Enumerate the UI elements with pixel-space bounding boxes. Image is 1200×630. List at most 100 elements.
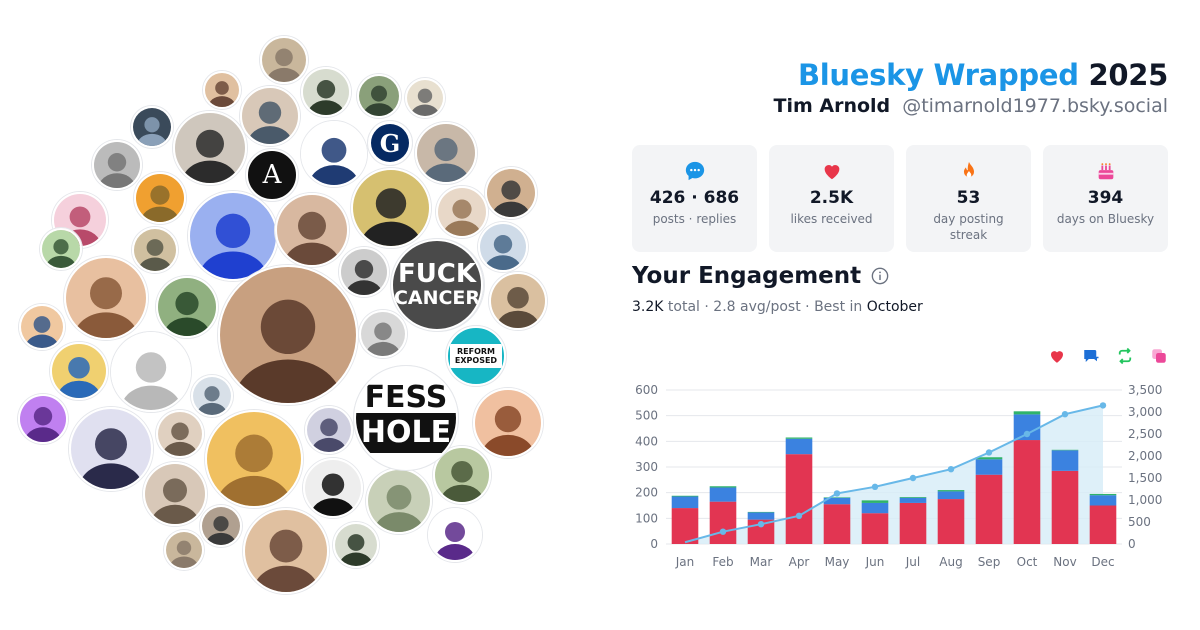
bar-segment: [975, 459, 1003, 475]
a-logo-avatar[interactable]: A: [246, 149, 298, 201]
x-tick-label: Dec: [1091, 555, 1114, 569]
heart-icon: [769, 159, 894, 183]
y-tick-label: 300: [635, 460, 658, 474]
avatar[interactable]: [40, 228, 82, 270]
bar-segment: [1089, 505, 1117, 544]
cumulative-point: [757, 521, 765, 528]
user-handle[interactable]: @timarnold1977.bsky.social: [902, 95, 1168, 117]
avatar[interactable]: [132, 227, 178, 273]
reply-icon[interactable]: [1082, 347, 1100, 365]
avatar[interactable]: [351, 168, 431, 248]
bar-segment: [747, 512, 775, 520]
avatar[interactable]: [359, 310, 407, 358]
year-title: 2025: [1088, 58, 1168, 92]
avatar[interactable]: [301, 121, 367, 187]
avatar[interactable]: [275, 193, 349, 267]
cumulative-point: [985, 449, 993, 456]
engagement-best-label: Best in: [814, 299, 863, 315]
avatar[interactable]: [173, 111, 247, 185]
avatar[interactable]: [415, 122, 477, 184]
avatar[interactable]: [339, 247, 389, 297]
repost-icon[interactable]: [1116, 347, 1134, 365]
y2-tick-label: 2,000: [1128, 449, 1162, 463]
cumulative-point: [909, 474, 917, 482]
avatar[interactable]: [50, 342, 108, 400]
y-tick-label: 400: [635, 434, 658, 448]
avatar[interactable]: [111, 332, 191, 412]
bar-segment: [709, 501, 737, 544]
avatar[interactable]: [92, 140, 142, 190]
bar-segment: [1089, 493, 1117, 496]
avatar[interactable]: [366, 468, 432, 534]
avatar[interactable]: [164, 530, 204, 570]
avatar[interactable]: [428, 508, 482, 562]
avatar[interactable]: [191, 375, 233, 417]
summary-panel: Bluesky Wrapped 2025 Tim Arnold @timarno…: [632, 0, 1168, 630]
avatar[interactable]: [134, 172, 186, 224]
x-tick-label: Sep: [978, 555, 1001, 569]
stat-label: days on Bluesky: [1056, 212, 1155, 226]
avatar[interactable]: [433, 446, 491, 504]
avatar[interactable]: [69, 407, 153, 491]
fuck-cancer-avatar[interactable]: FUCK CANCER: [391, 239, 483, 331]
avatar[interactable]: [18, 394, 68, 444]
y-tick-label: 200: [635, 486, 658, 500]
avatar-text: G: [371, 124, 409, 162]
avatar-cloud: FUCK CANCER FESS HOLE REFORM EXPOSED A G: [18, 36, 547, 594]
y-tick-label: 600: [635, 383, 658, 397]
avatar[interactable]: [333, 522, 379, 568]
cumulative-point: [1061, 411, 1069, 418]
bar-segment: [937, 490, 965, 492]
guardian-logo-avatar[interactable]: G: [368, 121, 412, 165]
avatar[interactable]: [436, 186, 488, 238]
bar-segment: [785, 438, 813, 455]
info-icon[interactable]: [871, 267, 889, 285]
avatar[interactable]: [156, 410, 204, 458]
avatar[interactable]: [478, 222, 528, 272]
avatar[interactable]: [205, 410, 303, 508]
bar-segment: [937, 499, 965, 544]
quote-icon[interactable]: [1150, 347, 1168, 365]
stat-value: 53: [956, 188, 981, 208]
avatar[interactable]: [473, 388, 543, 458]
cumulative-line: [684, 404, 1104, 544]
avatar[interactable]: [357, 74, 401, 118]
heart-icon[interactable]: [1048, 347, 1066, 365]
avatar[interactable]: [143, 462, 207, 526]
avatar[interactable]: [489, 272, 547, 330]
stat-label: posts · replies: [652, 212, 737, 226]
bar-segment: [1013, 411, 1041, 415]
avatar[interactable]: [131, 106, 173, 148]
y-tick-label: 0: [650, 537, 658, 551]
avatar[interactable]: [243, 508, 329, 594]
reform-exposed-avatar[interactable]: REFORM EXPOSED: [446, 326, 506, 386]
cumulative-point: [795, 512, 803, 520]
avatar[interactable]: [305, 406, 353, 454]
cumulative-point: [1023, 430, 1031, 438]
avatar[interactable]: [188, 191, 278, 281]
avatar[interactable]: [301, 67, 351, 117]
x-tick-label: Jan: [675, 555, 695, 569]
chart-legend: [1048, 347, 1168, 365]
avatar[interactable]: [156, 276, 218, 338]
avatar-text: HOLE: [356, 413, 456, 453]
avatar[interactable]: [200, 505, 242, 547]
flame-icon: [906, 159, 1031, 183]
avatar[interactable]: [240, 86, 300, 146]
fess-hole-avatar[interactable]: FESS HOLE: [354, 366, 458, 470]
avatar[interactable]: [64, 256, 148, 340]
avatar[interactable]: [260, 36, 308, 84]
avatar[interactable]: [218, 265, 358, 405]
bar-segment: [899, 497, 927, 503]
stat-card-streak: 53 day posting streak: [906, 145, 1031, 252]
bar-segment: [709, 486, 737, 488]
avatar[interactable]: [485, 167, 537, 219]
avatar[interactable]: [203, 71, 241, 109]
bar-segment: [671, 496, 699, 509]
x-tick-label: May: [825, 555, 850, 569]
stat-card-posts: 426 · 686 posts · replies: [632, 145, 757, 252]
avatar[interactable]: [405, 78, 445, 118]
avatar[interactable]: [303, 458, 363, 518]
avatar[interactable]: [19, 304, 65, 350]
